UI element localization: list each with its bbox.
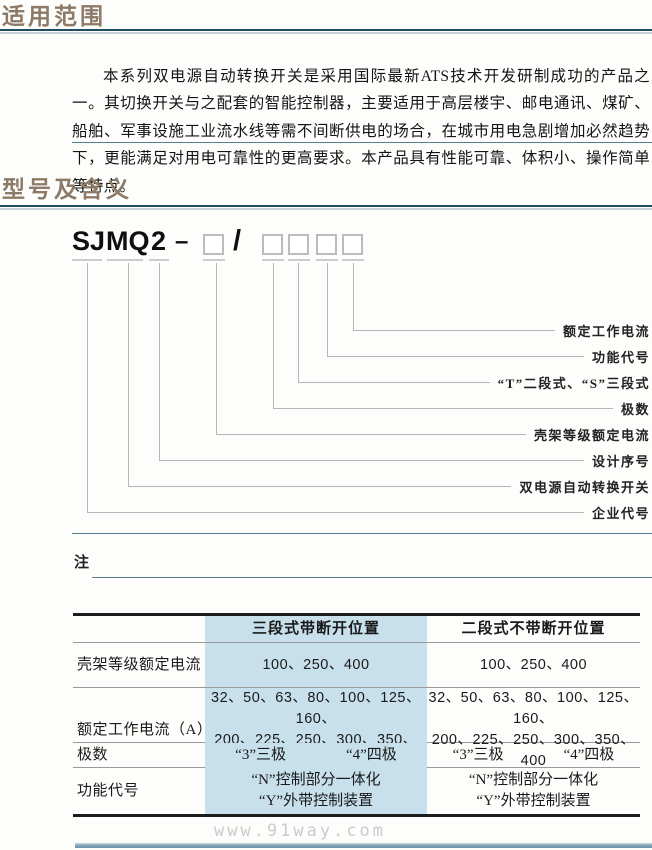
model-code-design-no: 2 bbox=[151, 226, 167, 256]
diagram-connector-hline bbox=[327, 355, 584, 357]
spec-table-header-row: 三段式带断开位置 二段式不带断开位置 bbox=[73, 616, 640, 643]
diagram-connector-row: “T”二段式、“S”三段式 bbox=[298, 373, 650, 391]
diagram-label: “T”二段式、“S”三段式 bbox=[497, 375, 650, 391]
watermark-text: www.91way.com bbox=[213, 821, 387, 841]
model-code-dash: – bbox=[175, 228, 189, 255]
code-tick bbox=[203, 259, 225, 261]
diagram-connector-hline bbox=[128, 485, 512, 487]
code-tick bbox=[72, 259, 102, 261]
diagram-connector-hline bbox=[159, 459, 584, 461]
model-placeholder-box bbox=[203, 234, 224, 255]
rule-light-line bbox=[0, 32, 652, 34]
section-title-model: 型号及含义 bbox=[2, 177, 132, 202]
model-code-prefix: SJ bbox=[72, 226, 106, 256]
paragraph-bottom-line bbox=[72, 142, 652, 143]
model-placeholder-box bbox=[342, 234, 363, 255]
code-tick bbox=[262, 259, 284, 261]
diagram-label: 企业代号 bbox=[591, 505, 650, 521]
diagram-connector-vline bbox=[159, 263, 160, 460]
diagram-connector-vline bbox=[273, 263, 274, 408]
note-line bbox=[92, 577, 652, 578]
diagram-connector-hline bbox=[273, 407, 613, 409]
code-tick bbox=[342, 259, 364, 261]
diagram-connector-vline bbox=[128, 263, 129, 486]
note-label: 注 bbox=[74, 555, 91, 571]
model-placeholder-box bbox=[262, 234, 283, 255]
spec-row-label: 额定工作电流（A） bbox=[77, 721, 213, 738]
diagram-connector-vline bbox=[298, 263, 299, 382]
spec-col-header-three-stage: 三段式带断开位置 bbox=[205, 616, 427, 642]
spec-table-row: 功能代号 “N”控制部分一体化 “Y”外带控制装置 “N”控制部分一体化 “Y”外带… bbox=[73, 768, 640, 814]
page-bottom-bar bbox=[75, 843, 652, 848]
spec-col-header-two-stage: 二段式不带断开位置 bbox=[461, 620, 606, 637]
diagram-connector-row: 壳架等级额定电流 bbox=[216, 425, 650, 443]
diagram-connector-hline bbox=[353, 329, 555, 331]
diagram-connector-vline bbox=[87, 263, 88, 512]
model-code-slash: / bbox=[233, 225, 242, 257]
diagram-connector-hline bbox=[298, 381, 490, 383]
spec-cell-three-stage: “N”控制部分一体化 “Y”外带控制装置 bbox=[205, 768, 427, 814]
code-tick bbox=[149, 259, 169, 261]
diagram-connector-row: 额定工作电流 bbox=[353, 321, 650, 339]
section-rule-scope bbox=[0, 29, 652, 34]
diagram-connector-hline bbox=[87, 511, 584, 513]
diagram-connector-hline bbox=[216, 433, 526, 435]
spec-cell-two-stage: “N”控制部分一体化 “Y”外带控制装置 bbox=[468, 772, 599, 809]
diagram-connector-vline bbox=[353, 263, 354, 330]
model-placeholder-box bbox=[288, 234, 309, 255]
diagram-connector-row: 极数 bbox=[273, 399, 650, 417]
diagram-bottom-line bbox=[72, 533, 652, 534]
diagram-label: 双电源自动转换开关 bbox=[519, 479, 650, 495]
diagram-label: 额定工作电流 bbox=[562, 323, 650, 339]
diagram-label: 壳架等级额定电流 bbox=[533, 427, 650, 443]
diagram-label: 功能代号 bbox=[591, 349, 650, 365]
spec-table-row: 额定工作电流（A） 32、50、63、80、100、125、160、 200、22… bbox=[73, 688, 640, 772]
spec-row-label: 功能代号 bbox=[77, 782, 140, 799]
spec-table: 三段式带断开位置 二段式不带断开位置 壳架等级额定电流 100、250、400 100、… bbox=[73, 613, 640, 817]
spec-row-label: 壳架等级额定电流 bbox=[77, 656, 202, 673]
spec-cell-two-stage: “3”三极 “4”四极 bbox=[452, 746, 615, 763]
diagram-connector-vline bbox=[327, 263, 328, 356]
spec-cell-three-stage: 100、250、400 bbox=[205, 643, 427, 687]
diagram-connector-vline bbox=[216, 263, 217, 434]
spec-table-row: 壳架等级额定电流 100、250、400 100、250、400 bbox=[73, 643, 640, 688]
rule-light-line bbox=[0, 208, 652, 210]
diagram-connector-row: 设计序号 bbox=[159, 451, 650, 469]
code-tick bbox=[107, 259, 143, 261]
diagram-label: 极数 bbox=[620, 401, 650, 417]
spec-cell-two-stage: 100、250、400 bbox=[479, 656, 588, 673]
spec-cell-two-stage: 32、50、63、80、100、125、160、 200、225、250、300… bbox=[428, 690, 639, 769]
intro-paragraph: 本系列双电源自动转换开关是采用国际最新ATS技术开发研制成功的产品之一。其切换开… bbox=[72, 67, 650, 195]
rule-dark-line bbox=[0, 29, 652, 31]
spec-table-row: 极数 “3”三极 “4”四极 “3”三极 “4”四极 bbox=[73, 743, 640, 768]
diagram-connector-row: 企业代号 bbox=[87, 503, 650, 521]
rule-dark-line bbox=[0, 205, 652, 207]
spec-cell-three-stage: “3”三极 “4”四极 bbox=[205, 743, 427, 767]
section-rule-model bbox=[0, 205, 652, 210]
spec-row-label: 极数 bbox=[77, 746, 109, 763]
model-code-series: MQ bbox=[106, 226, 150, 256]
diagram-connector-row: 功能代号 bbox=[327, 347, 650, 365]
section-title-scope: 适用范围 bbox=[2, 4, 106, 29]
diagram-label: 设计序号 bbox=[591, 453, 650, 469]
code-tick bbox=[316, 259, 338, 261]
model-placeholder-box bbox=[316, 234, 337, 255]
code-tick bbox=[288, 259, 310, 261]
spec-col-header-blank bbox=[73, 616, 205, 642]
diagram-connector-row: 双电源自动转换开关 bbox=[128, 477, 650, 495]
